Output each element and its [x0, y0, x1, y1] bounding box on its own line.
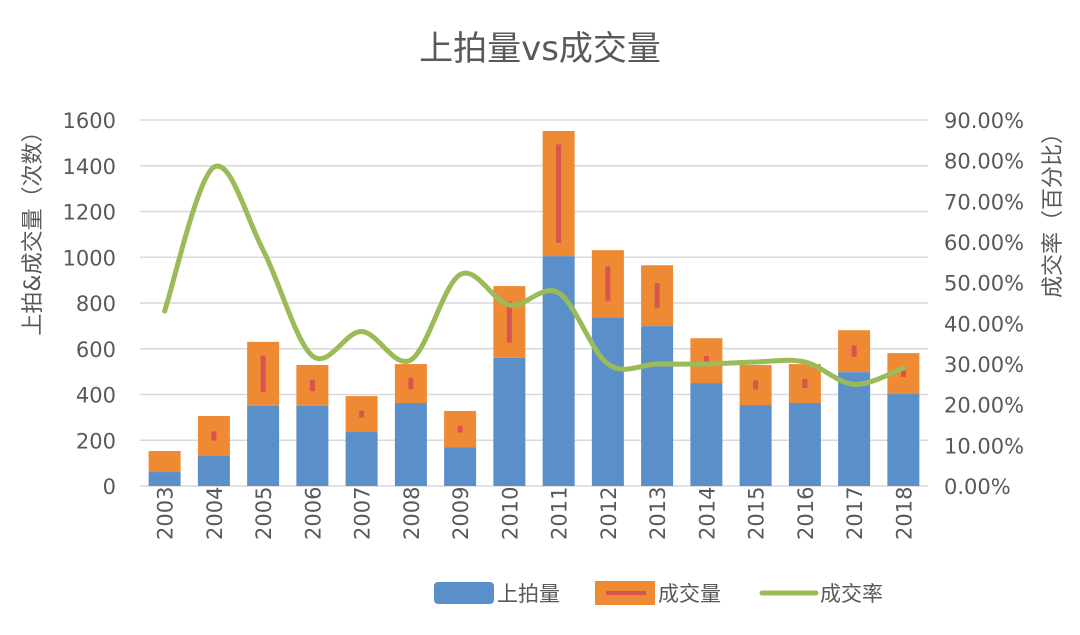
bar-成交量-2003: [149, 451, 181, 472]
x-tick-label: 2006: [301, 487, 325, 540]
left-axis-label: 上拍&成交量（次数）: [21, 120, 46, 335]
left-tick-label: 800: [76, 292, 116, 316]
right-tick-label: 60.00%: [944, 231, 1024, 255]
bar-上拍量-2013: [641, 326, 673, 486]
right-tick-label: 90.00%: [944, 109, 1024, 133]
x-tick-label: 2018: [892, 487, 916, 540]
right-tick-label: 40.00%: [944, 312, 1024, 336]
bar-上拍量-2009: [444, 447, 476, 486]
left-tick-label: 1200: [63, 201, 116, 225]
legend-label: 成交率: [820, 582, 883, 606]
left-tick-label: 200: [76, 429, 116, 453]
bar-上拍量-2010: [493, 358, 525, 486]
x-tick-label: 2003: [154, 487, 178, 540]
bar-上拍量-2015: [740, 405, 772, 486]
bars: [149, 131, 920, 486]
chart-title: 上拍量vs成交量: [419, 29, 661, 69]
x-tick-label: 2015: [745, 487, 769, 540]
x-tick-label: 2013: [646, 487, 670, 540]
right-tick-label: 20.00%: [944, 394, 1024, 418]
right-tick-label: 30.00%: [944, 353, 1024, 377]
x-tick-label: 2014: [695, 487, 719, 540]
left-tick-label: 600: [76, 338, 116, 362]
x-tick-label: 2007: [351, 487, 375, 540]
bar-上拍量-2003: [149, 472, 181, 486]
x-tick-label: 2004: [203, 487, 227, 540]
right-tick-label: 0.00%: [944, 475, 1011, 499]
left-tick-label: 1600: [63, 109, 116, 133]
x-tick-label: 2016: [794, 487, 818, 540]
right-tick-label: 50.00%: [944, 272, 1024, 296]
bar-上拍量-2016: [789, 403, 821, 486]
right-tick-label: 10.00%: [944, 434, 1024, 458]
left-tick-label: 1000: [63, 246, 116, 270]
legend-item-成交量[interactable]: 成交量: [595, 581, 721, 606]
bar-上拍量-2018: [887, 394, 919, 486]
x-tick-label: 2009: [449, 487, 473, 540]
legend-label: 上拍量: [497, 582, 560, 606]
right-tick-label: 70.00%: [944, 190, 1024, 214]
legend-item-成交率[interactable]: 成交率: [762, 582, 883, 606]
right-axis-ticks: 0.00% 10.00% 20.00% 30.00% 40.00% 50.00% 60.00…: [944, 109, 1024, 499]
x-tick-label: 2008: [400, 487, 424, 540]
legend-item-上拍量[interactable]: 上拍量: [434, 582, 560, 606]
bar-上拍量-2017: [838, 372, 870, 486]
x-axis-ticks: 2003 2004 2005 2006 2007 2008 2009 2010 2011 2012…: [154, 487, 917, 540]
x-tick-label: 2011: [548, 487, 572, 540]
legend-label: 成交量: [658, 582, 721, 606]
x-tick-label: 2005: [252, 487, 276, 540]
left-tick-label: 400: [76, 384, 116, 408]
left-tick-label: 0: [103, 475, 116, 499]
bar-上拍量-2006: [296, 406, 328, 486]
right-tick-label: 80.00%: [944, 150, 1024, 174]
left-axis-ticks: 0 200 400 600 800 1000 1200 1400 1600: [63, 109, 116, 499]
bar-上拍量-2014: [690, 383, 722, 486]
bar-上拍量-2005: [247, 406, 279, 486]
bar-上拍量-2004: [198, 456, 230, 486]
legend-swatch-blue: [434, 582, 494, 604]
x-tick-label: 2012: [597, 487, 621, 540]
left-tick-label: 1400: [63, 155, 116, 179]
right-axis-label: 成交率（百分比）: [1041, 122, 1066, 298]
x-tick-label: 2010: [498, 487, 522, 540]
bar-上拍量-2008: [395, 403, 427, 486]
bar-上拍量-2012: [592, 317, 624, 486]
x-tick-label: 2017: [843, 487, 867, 540]
legend: 上拍量 成交量 成交率: [434, 581, 883, 606]
bar-上拍量-2007: [346, 432, 378, 486]
